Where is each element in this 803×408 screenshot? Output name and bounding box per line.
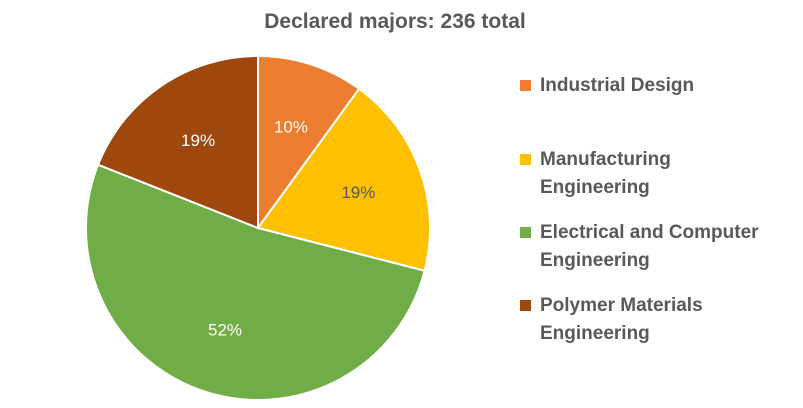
legend-swatch [520,227,531,238]
legend-swatch [520,154,531,165]
legend-label: Manufacturing Engineering [540,149,671,198]
legend-label: Industrial Design [540,75,695,96]
pie-label-polymer-materials-engineering: 19% [181,131,215,150]
pie-slice-electrical-and-computer-engineering [84,163,426,402]
legend-swatch [520,80,531,91]
legend-item-manufacturing-engineering: Manufacturing Engineering [520,146,671,202]
pie-slice-manufacturing-engineering [256,87,431,272]
legend-item-industrial-design: Industrial Design [520,72,694,100]
legend-label: Electrical and Computer Engineering [540,222,759,271]
pie-slices [84,54,431,402]
pie-label-manufacturing-engineering: 19% [341,183,375,202]
chart-title: Declared majors: 236 total [264,10,526,33]
legend-label: Polymer Materials Engineering [540,295,703,344]
legend-item-electrical-computer-engineering: Electrical and Computer Engineering [520,219,759,275]
pie-slice-polymer-materials-engineering [96,54,259,230]
pie-labels: 10% 19% 52% 19% [181,118,375,340]
pie-slice-industrial-design [257,54,361,232]
pie-label-electrical-and-computer-engineering: 52% [208,320,242,339]
legend-item-polymer-materials-engineering: Polymer Materials Engineering [520,292,703,348]
legend-swatch [520,300,531,311]
pie-label-industrial-design: 10% [274,118,308,137]
